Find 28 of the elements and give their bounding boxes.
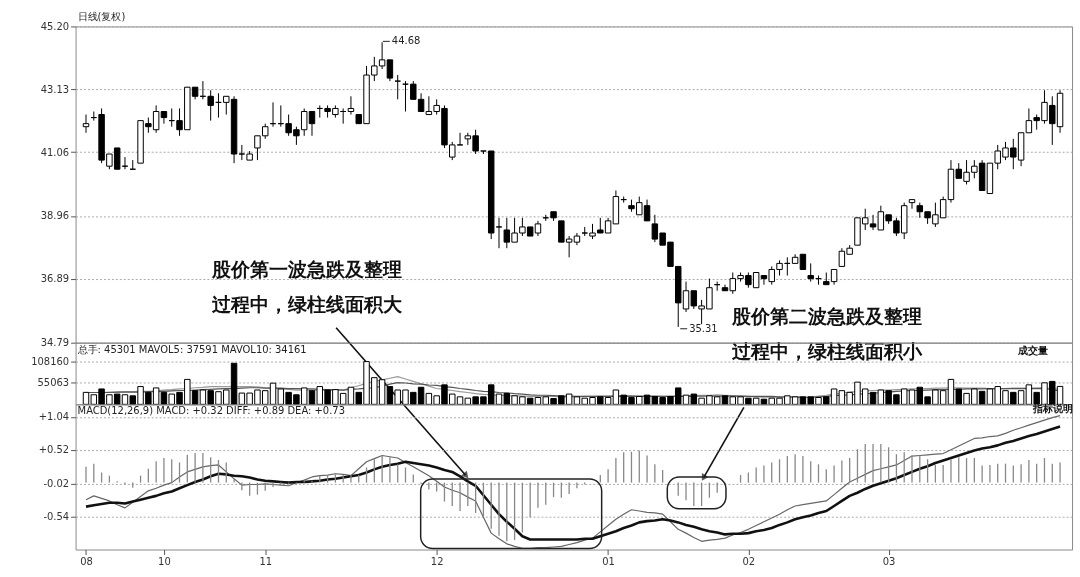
annotation: 35.31 [689, 322, 718, 334]
y-tick-label: 45.20 [40, 20, 70, 32]
y-tick-label: 108160 [31, 356, 70, 368]
x-tick-label: 03 [882, 555, 896, 567]
chart-title: MACD(12,26,9) MACD: +0.32 DIFF: +0.89 DEA: +0.73 [77, 405, 345, 417]
y-tick-label: 43.13 [40, 83, 70, 95]
y-tick-label: 41.06 [40, 146, 70, 158]
y-tick-label: 38.96 [40, 210, 70, 222]
annotation: 成交量 [1017, 344, 1049, 356]
chart-title: 日线(复权) [77, 11, 126, 23]
annotation: 股价第二波急跌及整理过程中，绿柱线面积小 [730, 304, 923, 362]
y-tick-label: +1.04 [38, 411, 70, 423]
annotation: 股价第一波急跌及整理过程中，绿柱线面积大 [210, 258, 403, 315]
x-tick-label: 10 [158, 555, 171, 567]
annotation: 指标说明 [1032, 403, 1074, 415]
chart-title: 总手: 45301 MAVOL5: 37591 MAVOL10: 34161 [76, 343, 307, 355]
y-tick-label: +0.52 [38, 444, 70, 456]
y-tick-label: -0.54 [43, 511, 70, 523]
y-tick-label: 34.79 [40, 337, 70, 349]
x-tick-label: 08 [80, 555, 93, 567]
x-tick-label: 11 [259, 555, 273, 567]
y-tick-label: 36.89 [40, 273, 70, 285]
x-tick-label: 01 [602, 555, 615, 567]
x-tick-label: 02 [742, 555, 756, 567]
y-tick-label: -0.02 [43, 478, 70, 490]
y-tick-label: 55063 [37, 377, 70, 389]
annotation: 44.68 [391, 35, 421, 47]
x-tick-label: 12 [430, 555, 444, 567]
